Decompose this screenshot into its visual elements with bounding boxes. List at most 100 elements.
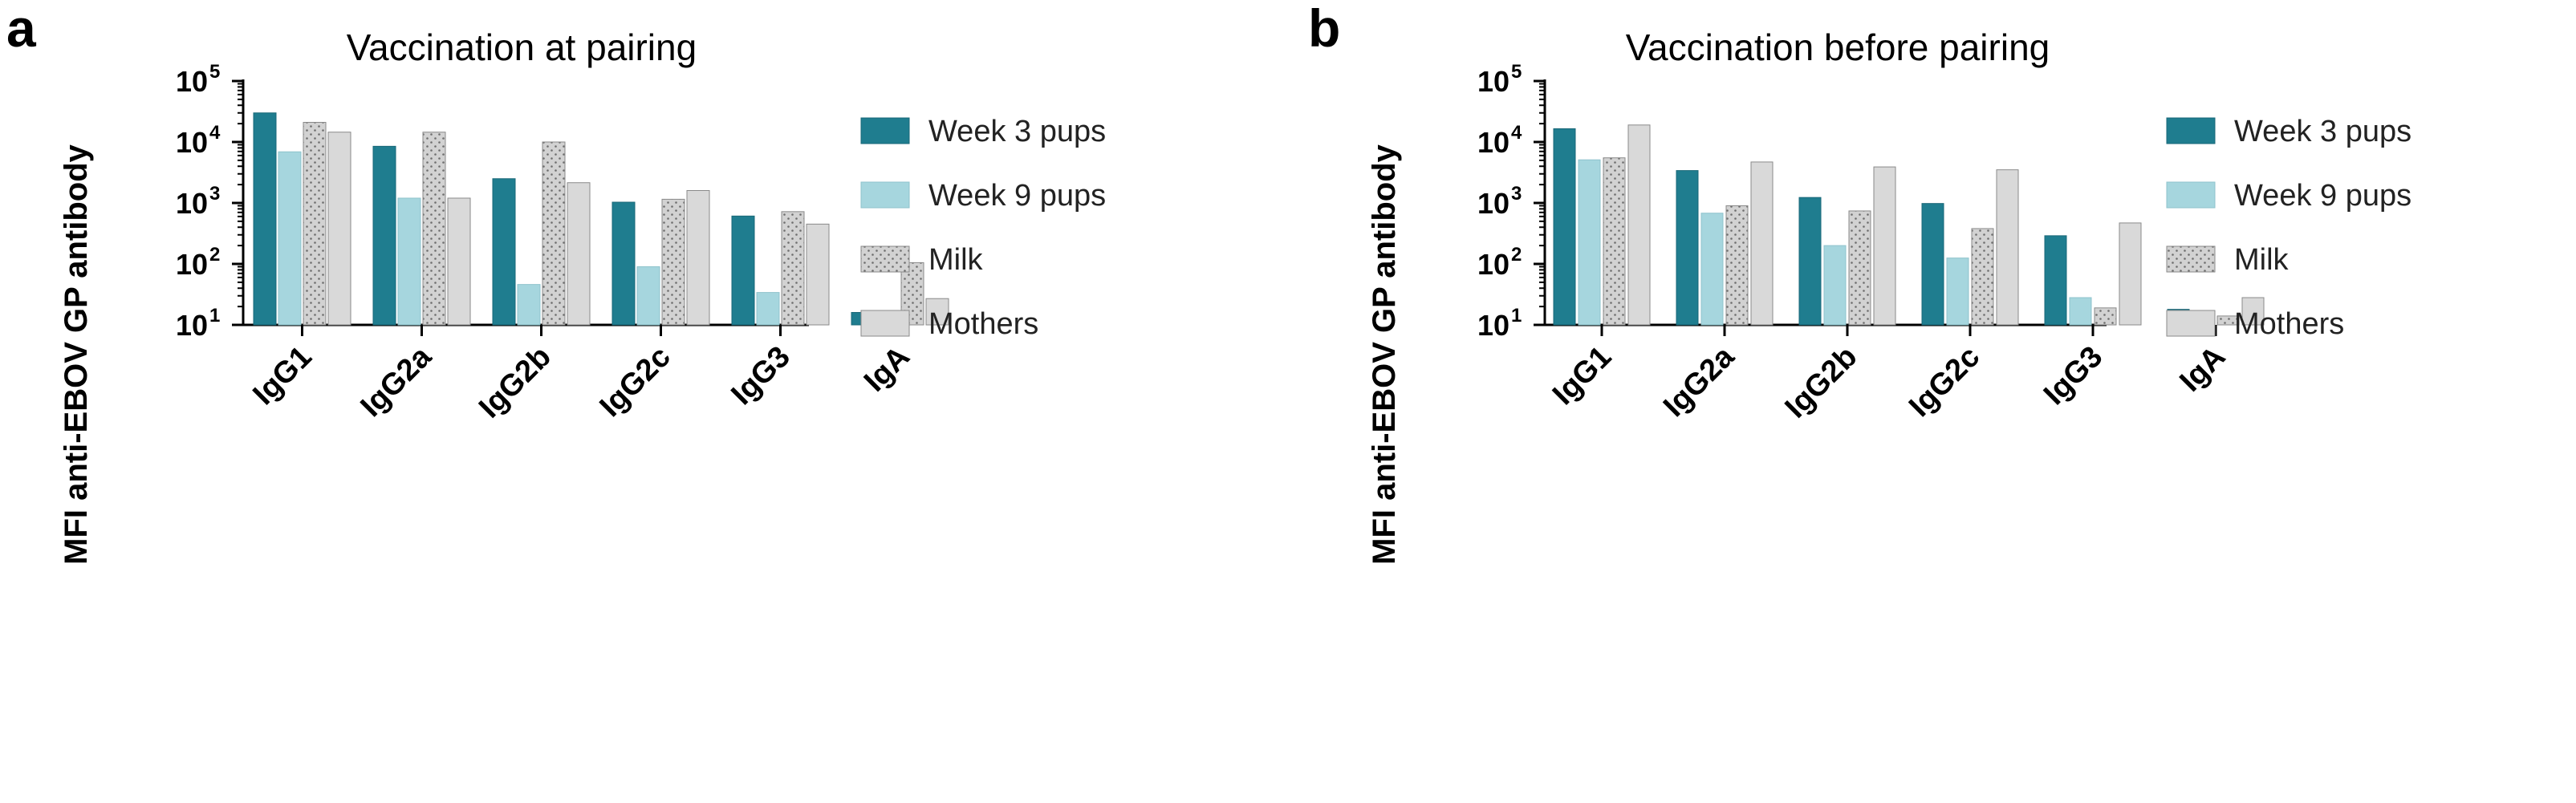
panel-a-bar-mothers-igg1 [327, 132, 351, 326]
panel-b-bar-milk-iga [2216, 315, 2240, 326]
panel-b-bar-milk-igg2b [1848, 210, 1871, 326]
panel-a-x-tick-label: IgG2b [473, 340, 558, 425]
panel-a-legend-swatch-week3 [860, 117, 910, 144]
panel-b-bar-week9-igg2b [1823, 245, 1847, 326]
panel-a-x-tick-label: IgG3 [725, 340, 796, 412]
panel-b-legend-label-week9: Week 9 pups [2234, 179, 2411, 213]
panel-b-bar-mothers-iga [2241, 297, 2265, 326]
panel-b-y-tick-exponent: 3 [1511, 183, 1522, 205]
panel-a-legend-swatch-milk [860, 245, 910, 273]
panel-a-y-tick-exponent: 2 [209, 244, 220, 266]
panel-b-legend-swatch-milk [2166, 245, 2216, 273]
panel-b-y-tick-label: 10 [1477, 187, 1509, 220]
panel-a-bar-week3-igg2c [611, 201, 636, 326]
panel-b-bar-mothers-igg1 [1627, 124, 1651, 326]
panel-a-y-axis-label: MFI anti-EBOV GP antibody [59, 144, 94, 564]
panel-b-bar-week9-igg2a [1700, 213, 1724, 326]
panel-a-bar-mothers-igg2c [686, 189, 710, 326]
panel-b-bar-mothers-igg2b [1873, 166, 1896, 326]
panel-a-legend-swatch-week9 [860, 181, 910, 209]
panel-a-y-tick-exponent: 1 [209, 305, 220, 326]
panel-b-x-tick-label: IgG2b [1779, 340, 1864, 425]
panel-a-bar-milk-igg2b [542, 141, 566, 326]
panel-a-bar-milk-igg2c [661, 198, 685, 326]
panel-b-bar-milk-igg1 [1603, 157, 1626, 326]
panel-a-bar-week3-igg3 [731, 215, 755, 326]
panel-b: b Vaccination before pairing MFI anti-EB… [1308, 0, 2050, 565]
panel-b-legend-label-mothers: Mothers [2234, 307, 2344, 341]
panel-a-bar-milk-igg3 [781, 211, 805, 326]
panel-b-legend-swatch-mothers [2166, 310, 2216, 337]
panel-b-letter: b [1308, 0, 1340, 58]
panel-a-legend-label-week9: Week 9 pups [928, 179, 1106, 213]
panel-a-y-tick-label: 10 [176, 187, 208, 220]
panel-a-bar-mothers-iga [925, 298, 949, 326]
panel-a-legend-swatch-mothers [860, 310, 910, 337]
panel-b-y-tick-exponent: 2 [1511, 244, 1522, 266]
panel-b-bar-week9-igg3 [2069, 297, 2092, 326]
panel-a-y-tick-exponent: 3 [209, 183, 220, 205]
panel-a-bar-week9-igg1 [278, 151, 302, 326]
panel-b-y-tick-exponent: 5 [1511, 61, 1522, 83]
panel-a-bar-week3-igg2b [492, 178, 516, 326]
panel-b-legend-label-week3: Week 3 pups [2234, 115, 2411, 148]
panel-a-legend-label-mothers: Mothers [928, 307, 1038, 341]
panel-b-bar-milk-igg2a [1725, 205, 1749, 326]
panel-a-bar-mothers-igg2a [447, 197, 471, 326]
panel-b-x-tick-label: IgG2c [1903, 340, 1986, 424]
panel-a-bar-week9-igg2c [636, 266, 660, 326]
panel-b-legend-swatch-week3 [2166, 117, 2216, 144]
panel-a-bar-week9-igg3 [756, 292, 780, 326]
panel-b-y-tick-label: 10 [1477, 126, 1509, 159]
panel-a-legend-label-milk: Milk [928, 243, 984, 277]
panel-b-legend-swatch-week9 [2166, 181, 2216, 209]
panel-a-legend-label-week3: Week 3 pups [928, 115, 1106, 148]
panel-b-bar-week3-igg2b [1798, 197, 1822, 326]
panel-a-y-tick-label: 10 [176, 309, 208, 342]
panel-a-bar-week9-igg2b [517, 284, 541, 326]
panel-a: a Vaccination at pairing MFI anti-EBOV G… [6, 0, 697, 565]
panel-a-bar-mothers-igg2b [567, 182, 591, 326]
panel-b-bar-week3-igg3 [2044, 235, 2067, 326]
panel-b-bar-mothers-igg2a [1750, 161, 1774, 326]
panel-a-bar-week3-igg1 [253, 112, 277, 326]
panel-b-title: Vaccination before pairing [1626, 26, 2050, 68]
panel-a-y-tick-exponent: 4 [209, 122, 221, 144]
panel-b-x-tick-label: IgA [2173, 340, 2232, 399]
panel-a-bar-mothers-igg3 [806, 223, 830, 326]
panel-b-y-tick-exponent: 4 [1511, 122, 1522, 144]
panel-b-x-tick-label: IgG3 [2038, 340, 2109, 412]
panel-b-y-tick-label: 10 [1477, 248, 1509, 281]
panel-b-bar-week3-igg2a [1676, 170, 1699, 326]
panel-a-bar-week3-igg2a [372, 145, 396, 326]
panel-a-y-tick-label: 10 [176, 65, 208, 98]
panel-a-y-tick-label: 10 [176, 126, 208, 159]
panel-b-y-tick-exponent: 1 [1511, 305, 1522, 326]
panel-b-bar-milk-igg3 [2094, 307, 2117, 326]
panel-a-bar-week9-igg2a [397, 197, 421, 326]
panel-a-y-tick-label: 10 [176, 248, 208, 281]
panel-b-x-tick-label: IgG1 [1546, 340, 1618, 412]
panel-b-bar-milk-igg2c [1971, 228, 1994, 326]
panel-b-y-tick-label: 10 [1477, 309, 1509, 342]
panel-b-bar-week3-igg2c [1921, 203, 1944, 326]
panel-b-bar-week3-igg1 [1553, 128, 1576, 326]
panel-b-bar-mothers-igg3 [2119, 222, 2142, 326]
panel-a-bar-milk-igg2a [422, 132, 446, 326]
panel-a-x-tick-label: IgG1 [246, 340, 318, 412]
panel-b-y-tick-label: 10 [1477, 65, 1509, 98]
panel-a-x-tick-label: IgA [858, 340, 916, 399]
panel-a-letter: a [6, 0, 37, 58]
panel-b-legend-label-milk: Milk [2234, 243, 2290, 277]
panel-b-bar-week9-igg1 [1578, 159, 1601, 326]
panel-b-bar-mothers-igg2c [1996, 169, 2019, 326]
panel-a-title: Vaccination at pairing [347, 26, 697, 68]
panel-a-x-tick-label: IgG2c [593, 340, 677, 424]
panel-b-bar-week9-igg2c [1946, 258, 1969, 326]
panel-a-bar-milk-igg1 [303, 122, 327, 326]
panel-a-y-tick-exponent: 5 [209, 61, 220, 83]
panel-b-y-axis-label: MFI anti-EBOV GP antibody [1367, 144, 1402, 564]
